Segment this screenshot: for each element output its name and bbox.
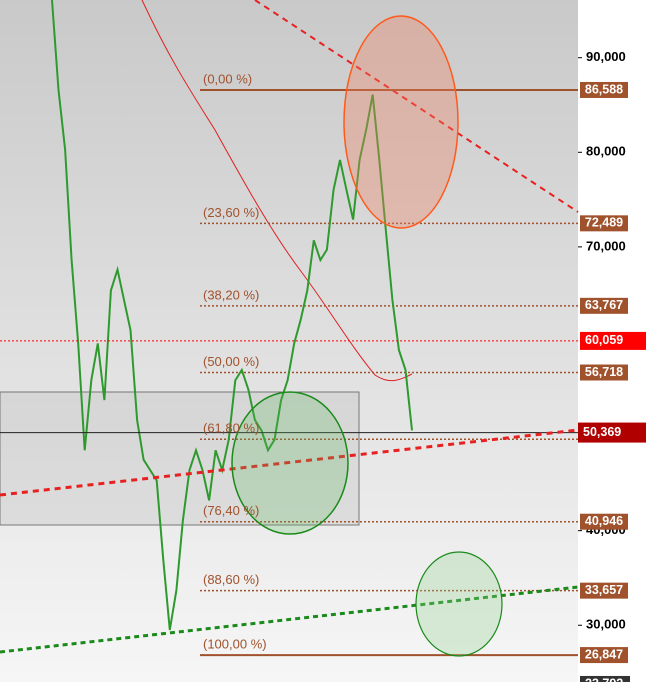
trend-line [0, 585, 579, 654]
price-box [580, 81, 628, 98]
fib-label: (0,00 %) [203, 71, 252, 86]
highlight-ellipse [343, 15, 459, 229]
price-label: 60,059 [585, 333, 623, 347]
y-tick-label: 90,000 [586, 49, 626, 64]
price-label: 86,588 [585, 82, 623, 96]
price-box [580, 647, 628, 664]
highlight-ellipse [415, 551, 503, 657]
price-box [580, 297, 628, 314]
trend-line [0, 428, 579, 497]
y-tick-label: 80,000 [586, 144, 626, 159]
price-label: 56,718 [585, 365, 623, 379]
price-label: 40,946 [585, 514, 623, 528]
fib-label: (61,80 %) [203, 421, 259, 436]
price-box [580, 582, 628, 599]
price-box [580, 215, 628, 232]
marks [0, 0, 578, 657]
highlight-ellipse [231, 391, 349, 535]
fib-label: (50,00 %) [203, 354, 259, 369]
y-tick-label: 70,000 [586, 238, 626, 253]
range-box [0, 391, 360, 526]
fib-label: (100,00 %) [203, 637, 267, 652]
fib-label: (88,60 %) [203, 572, 259, 587]
price-box [580, 364, 628, 381]
moving-average [141, 0, 413, 382]
price-label: 63,767 [585, 298, 623, 312]
trend-line [254, 0, 579, 213]
price-label: 26,847 [585, 647, 623, 661]
price-line [51, 0, 413, 631]
fib-label: (76,40 %) [203, 503, 259, 518]
price-box [580, 331, 646, 350]
price-label: 33,657 [585, 583, 623, 597]
price-label: 72,489 [585, 216, 623, 230]
price-box [580, 675, 630, 682]
fib-label: (38,20 %) [203, 287, 259, 302]
y-tick-label: 30,000 [586, 617, 626, 632]
price-box [580, 513, 628, 530]
price-label: 23,792 [585, 676, 623, 682]
fib-label: (23,60 %) [203, 205, 259, 220]
price-box [578, 422, 646, 443]
price-label: 50,369 [583, 425, 621, 439]
